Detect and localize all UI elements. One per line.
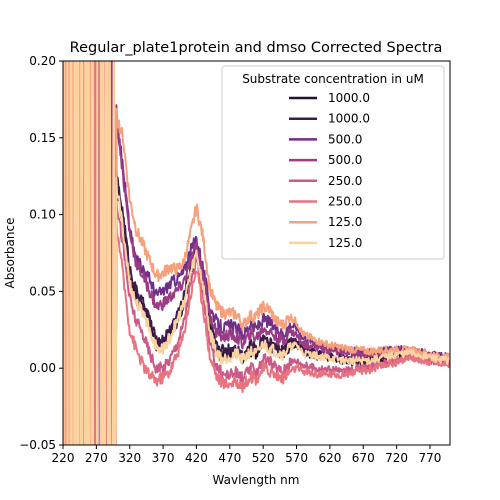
x-tick-label: 770 [419,451,442,465]
x-tick-label: 470 [218,451,241,465]
y-tick-label: 0.05 [29,284,56,298]
legend-entry-label: 1000.0 [328,112,370,126]
legend-entry-label: 1000.0 [328,91,370,105]
legend-entry-label: 125.0 [328,215,362,229]
y-axis: −0.05 0.00 0.05 0.10 0.15 0.20 [19,54,63,452]
x-tick-label: 370 [152,451,175,465]
x-tick-label: 270 [85,451,108,465]
legend-box [221,65,445,260]
legend-entry-label: 125.0 [328,236,362,250]
series-line [63,61,450,445]
x-tick-label: 220 [52,451,75,465]
plot-frame [62,60,451,446]
x-axis: 220 270 320 370 420 470 520 570 620 670 720 770 [52,445,442,465]
x-tick-label: 320 [118,451,141,465]
legend-entry-label: 250.0 [328,174,362,188]
x-tick-label: 570 [285,451,308,465]
legend-entry-label: 250.0 [328,195,362,209]
series-line [63,61,450,445]
x-tick-label: 520 [252,451,275,465]
legend-title: Substrate concentration in uM [242,72,424,86]
x-tick-label: 620 [318,451,341,465]
legend-entry-label: 500.0 [328,132,362,146]
y-tick-label: −0.05 [19,438,56,452]
x-tick-label: 720 [385,451,408,465]
y-tick-label: 0.15 [29,131,56,145]
y-axis-label: Absorbance [3,218,17,289]
x-axis-label: Wavlength nm [213,473,300,487]
series-line [63,61,450,445]
y-tick-label: 0.20 [29,54,56,68]
legend: Substrate concentration in uM 1000.01000… [221,65,445,260]
legend-entry-label: 500.0 [328,153,362,167]
chart-title: Regular_plate1protein and dmso Corrected… [70,40,443,56]
series-layer [63,61,450,445]
x-tick-label: 420 [185,451,208,465]
y-tick-label: 0.10 [29,208,56,222]
series-line [63,61,450,445]
legend-items: 1000.0 1000.0 500.0 500.0 250.0 250.0 125.0 125… [289,91,370,250]
x-tick-label: 670 [352,451,375,465]
y-tick-label: 0.00 [29,361,56,375]
